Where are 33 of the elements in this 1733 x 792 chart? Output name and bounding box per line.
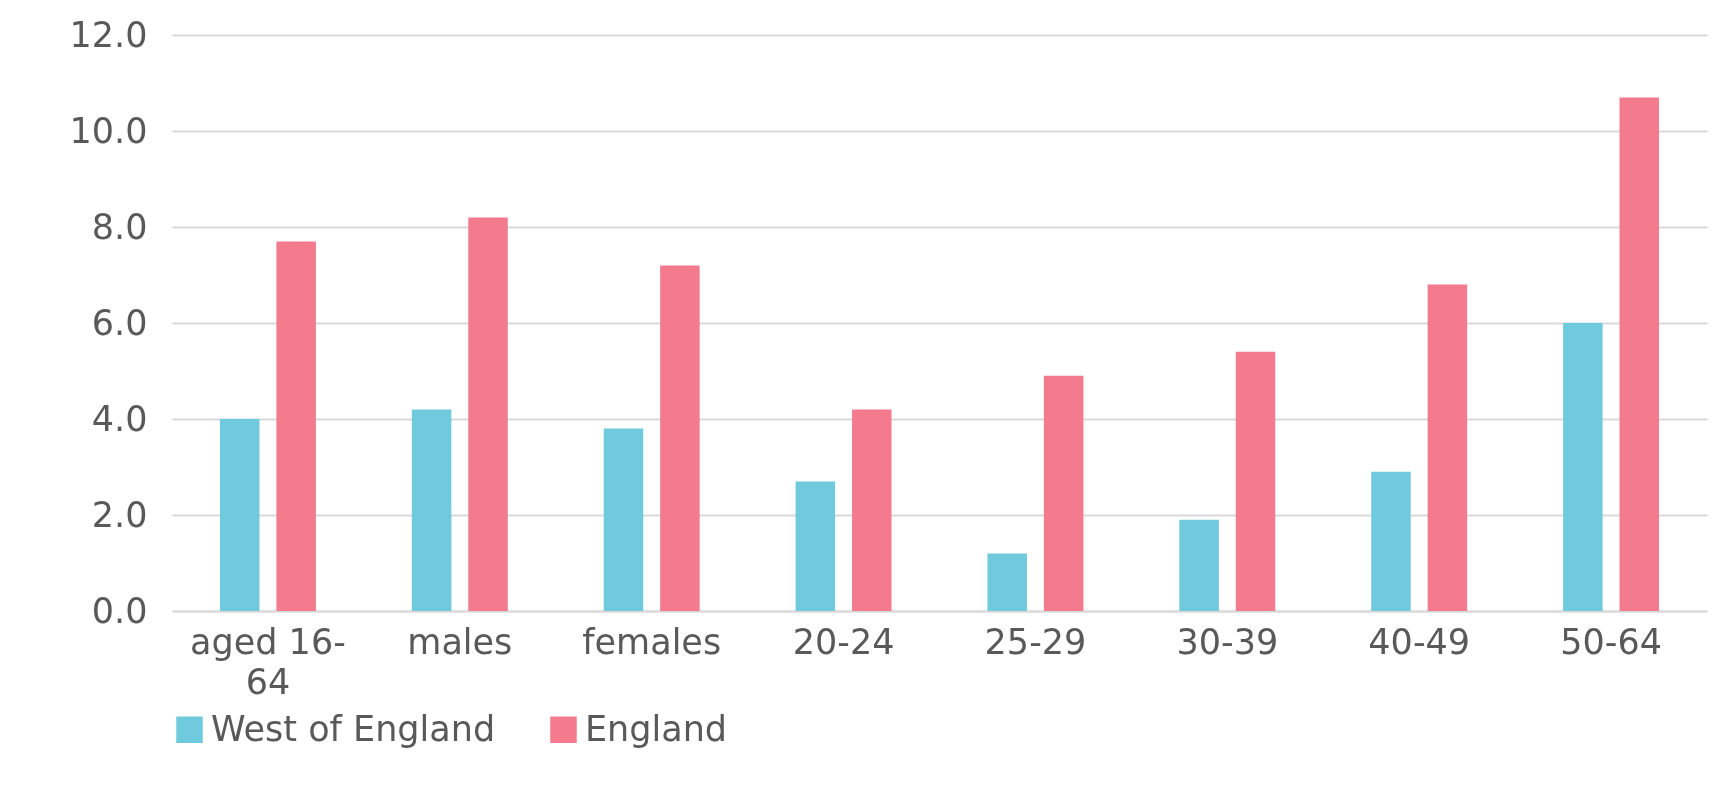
bar	[1427, 284, 1468, 611]
x-tick-label: 50-64	[1560, 621, 1662, 662]
x-tick-label: males	[407, 621, 513, 662]
x-tick-label: 20-24	[792, 621, 895, 662]
bar	[1179, 519, 1219, 611]
y-tick-label: 10.0	[69, 110, 148, 151]
x-tick-label: 40-49	[1368, 621, 1471, 662]
legend-label: West of England	[211, 708, 496, 749]
x-tick-label: aged 16-64	[190, 621, 346, 702]
bar	[603, 428, 644, 611]
bar	[219, 419, 260, 611]
y-tick-label: 8.0	[91, 206, 148, 247]
y-tick-label: 6.0	[91, 302, 148, 343]
x-tick-label: 30-39	[1176, 621, 1279, 662]
legend-label: England	[585, 708, 728, 749]
y-tick-label: 2.0	[91, 494, 148, 535]
y-tick-label: 12.0	[69, 14, 148, 55]
bar	[1043, 375, 1084, 611]
bar	[276, 241, 316, 611]
x-tick-label: females	[582, 621, 722, 662]
bar	[1563, 323, 1603, 611]
x-tick-label: 25-29	[984, 621, 1087, 662]
bar	[468, 217, 508, 611]
bar	[1235, 351, 1276, 611]
bar	[852, 409, 892, 611]
bar	[1619, 97, 1660, 611]
bar	[660, 265, 700, 611]
bar	[1371, 471, 1411, 611]
y-tick-label: 0.0	[91, 590, 148, 631]
bar	[795, 481, 836, 611]
bar	[411, 409, 452, 611]
y-tick-label: 4.0	[91, 398, 148, 439]
bar	[987, 553, 1027, 611]
